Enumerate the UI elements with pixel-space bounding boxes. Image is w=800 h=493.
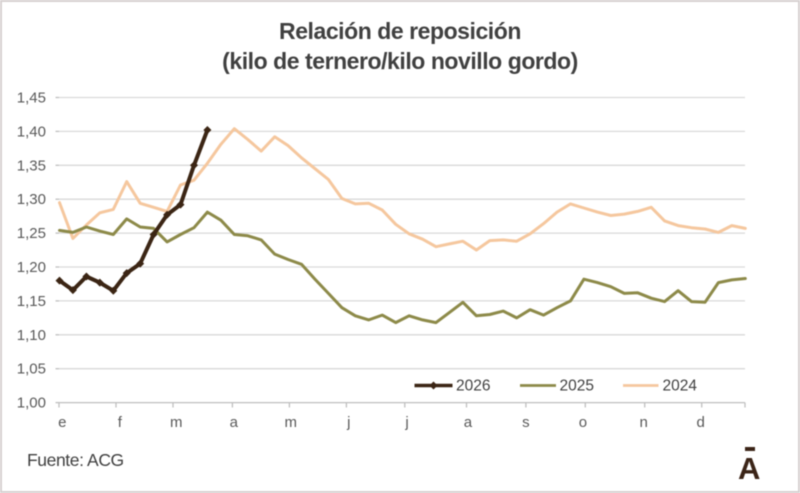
svg-text:1,00: 1,00 xyxy=(17,395,46,412)
svg-text:a: a xyxy=(230,414,239,431)
svg-text:j: j xyxy=(404,414,408,431)
svg-text:s: s xyxy=(522,414,530,431)
svg-text:1,40: 1,40 xyxy=(17,123,46,140)
svg-text:m: m xyxy=(170,414,183,431)
svg-text:1,20: 1,20 xyxy=(17,259,46,276)
svg-text:e: e xyxy=(58,414,66,431)
svg-text:d: d xyxy=(697,414,705,431)
svg-text:2025: 2025 xyxy=(560,378,594,395)
svg-text:2024: 2024 xyxy=(663,378,698,395)
svg-text:1,35: 1,35 xyxy=(17,157,46,174)
svg-text:1,05: 1,05 xyxy=(17,361,46,378)
svg-text:2026: 2026 xyxy=(456,378,490,395)
svg-text:a: a xyxy=(464,414,473,431)
svg-text:1,15: 1,15 xyxy=(17,293,46,310)
svg-text:n: n xyxy=(640,414,648,431)
svg-text:j: j xyxy=(346,414,350,431)
svg-text:m: m xyxy=(285,414,298,431)
svg-text:1,45: 1,45 xyxy=(17,90,46,107)
svg-text:1,25: 1,25 xyxy=(17,225,46,242)
svg-text:1,10: 1,10 xyxy=(17,327,46,344)
svg-text:1,30: 1,30 xyxy=(17,191,46,208)
svg-text:o: o xyxy=(579,414,587,431)
svg-text:f: f xyxy=(118,414,123,431)
